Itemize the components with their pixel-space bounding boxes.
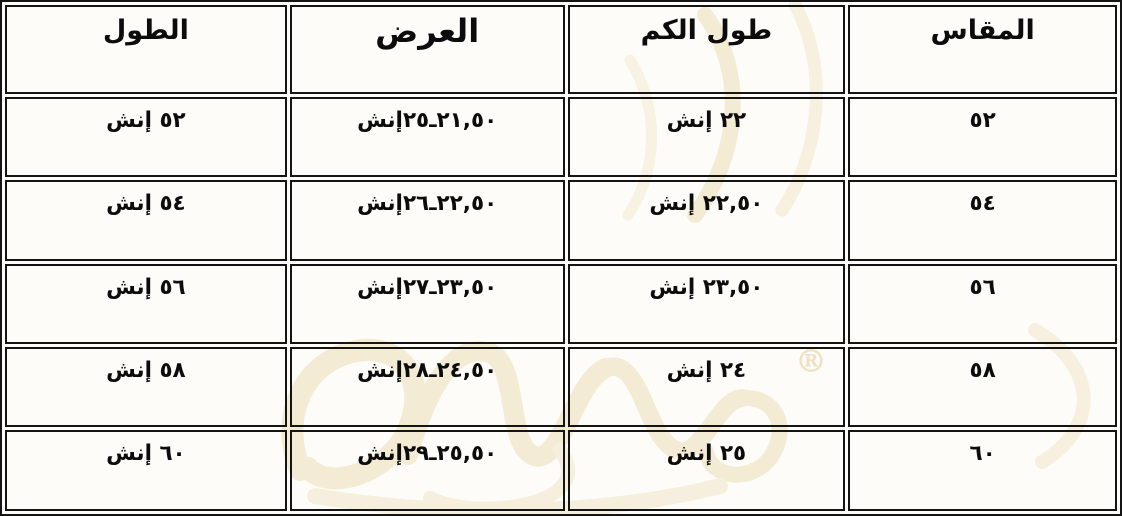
cell-length: ٥٨ إنش xyxy=(5,346,287,428)
cell-sleeve-length: ٢٢,٥٠ إنش xyxy=(567,180,846,261)
cell-size: ٥٨ xyxy=(848,346,1117,428)
cell-length: ٦٠ إنش xyxy=(5,430,287,511)
table-row: ٥٨ ٢٤ إنش ٢٤,٥٠ـ٢٨إنش ٥٨ إنش xyxy=(5,346,1117,428)
header-cell-length: الطول xyxy=(5,5,287,94)
cell-width: ٢٢,٥٠ـ٢٦إنش xyxy=(289,180,565,261)
cell-length: ٥٤ إنش xyxy=(5,180,287,261)
cell-length: ٥٢ إنش xyxy=(5,96,287,178)
cell-width: ٢٥,٥٠ـ٢٩إنش xyxy=(289,430,565,511)
cell-sleeve-length: ٢٣,٥٠ إنش xyxy=(567,263,846,344)
cell-width: ٢٣,٥٠ـ٢٧إنش xyxy=(289,263,565,344)
header-cell-sleeve-length: طول الكم xyxy=(567,5,846,94)
cell-sleeve-length: ٢٢ إنش xyxy=(567,96,846,178)
cell-size: ٥٦ xyxy=(848,263,1117,344)
header-cell-size: المقاس xyxy=(848,5,1117,94)
cell-sleeve-length: ٢٥ إنش xyxy=(567,430,846,511)
header-cell-width: العرض xyxy=(289,5,565,94)
header-row: المقاس طول الكم العرض الطول xyxy=(5,5,1117,94)
cell-width: ٢٤,٥٠ـ٢٨إنش xyxy=(289,346,565,428)
cell-width: ٢١,٥٠ـ٢٥إنش xyxy=(289,96,565,178)
cell-size: ٦٠ xyxy=(848,430,1117,511)
table-row: ٦٠ ٢٥ إنش ٢٥,٥٠ـ٢٩إنش ٦٠ إنش xyxy=(5,430,1117,511)
cell-sleeve-length: ٢٤ إنش xyxy=(567,346,846,428)
cell-length: ٥٦ إنش xyxy=(5,263,287,344)
table-row: ٥٤ ٢٢,٥٠ إنش ٢٢,٥٠ـ٢٦إنش ٥٤ إنش xyxy=(5,180,1117,261)
cell-size: ٥٢ xyxy=(848,96,1117,178)
cell-size: ٥٤ xyxy=(848,180,1117,261)
table-row: ٥٦ ٢٣,٥٠ إنش ٢٣,٥٠ـ٢٧إنش ٥٦ إنش xyxy=(5,263,1117,344)
table-row: ٥٢ ٢٢ إنش ٢١,٥٠ـ٢٥إنش ٥٢ إنش xyxy=(5,96,1117,178)
